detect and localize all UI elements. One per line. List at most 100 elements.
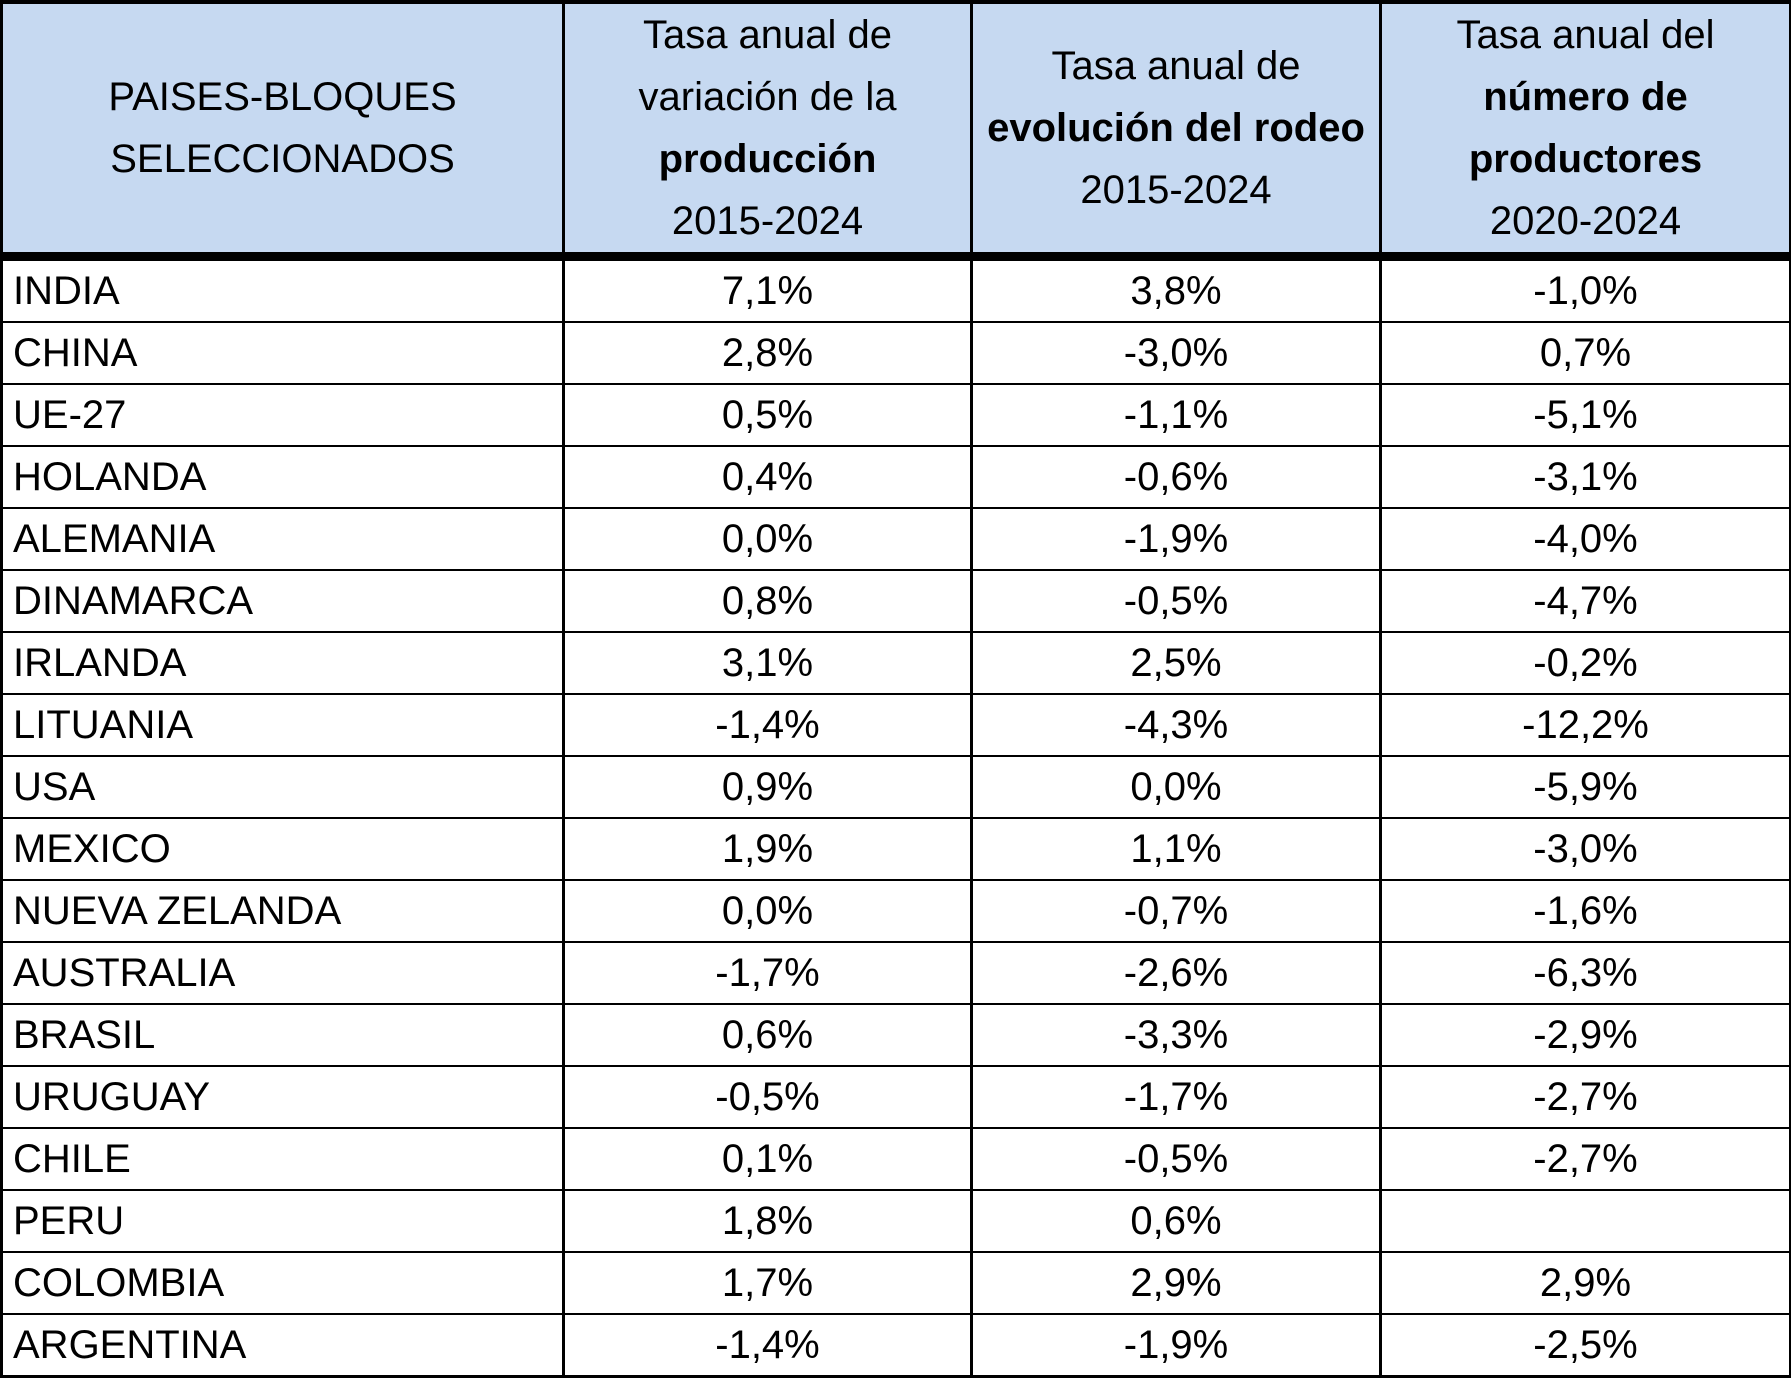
table-header: PAISES-BLOQUES SELECCIONADOS Tasa anual … bbox=[0, 0, 1791, 261]
table-row: NUEVA ZELANDA 0,0% -0,7% -1,6% bbox=[0, 880, 1791, 943]
table-row: IRLANDA 3,1% 2,5% -0,2% bbox=[0, 632, 1791, 695]
productores-cell: -3,1% bbox=[1379, 446, 1791, 509]
table-row: URUGUAY -0,5% -1,7% -2,7% bbox=[0, 1066, 1791, 1129]
header-produccion-period: 2015-2024 bbox=[671, 199, 864, 243]
header-rodeo-line2: evolución del rodeo bbox=[987, 106, 1365, 150]
rodeo-cell: -0,7% bbox=[970, 880, 1382, 943]
productores-cell: -2,5% bbox=[1379, 1314, 1791, 1378]
table-row: UE-27 0,5% -1,1% -5,1% bbox=[0, 384, 1791, 447]
header-produccion-line3: producción bbox=[658, 137, 877, 181]
country-cell: COLOMBIA bbox=[0, 1252, 565, 1315]
produccion-cell: 3,1% bbox=[562, 632, 973, 695]
country-cell: CHINA bbox=[0, 322, 565, 385]
produccion-cell: 0,8% bbox=[562, 570, 973, 633]
table-row: AUSTRALIA -1,7% -2,6% -6,3% bbox=[0, 942, 1791, 1005]
rodeo-cell: -0,5% bbox=[970, 1128, 1382, 1191]
productores-cell: -4,7% bbox=[1379, 570, 1791, 633]
country-cell: DINAMARCA bbox=[0, 570, 565, 633]
rodeo-cell: -0,6% bbox=[970, 446, 1382, 509]
productores-cell: -2,7% bbox=[1379, 1128, 1791, 1191]
produccion-cell: -1,4% bbox=[562, 1314, 973, 1378]
table-row: ALEMANIA 0,0% -1,9% -4,0% bbox=[0, 508, 1791, 571]
productores-cell: -2,7% bbox=[1379, 1066, 1791, 1129]
header-rodeo-period: 2015-2024 bbox=[1080, 168, 1272, 212]
rodeo-cell: -1,7% bbox=[970, 1066, 1382, 1129]
table-body: INDIA 7,1% 3,8% -1,0% CHINA 2,8% -3,0% 0… bbox=[0, 256, 1791, 1378]
productores-cell: -1,0% bbox=[1379, 256, 1791, 323]
header-productores: Tasa anual del número de productores 202… bbox=[1379, 0, 1791, 261]
productores-cell: -3,0% bbox=[1379, 818, 1791, 881]
produccion-cell: -1,7% bbox=[562, 942, 973, 1005]
header-countries-line1: PAISES-BLOQUES bbox=[108, 75, 457, 119]
header-countries: PAISES-BLOQUES SELECCIONADOS bbox=[0, 0, 565, 261]
productores-cell: -0,2% bbox=[1379, 632, 1791, 695]
table-row: DINAMARCA 0,8% -0,5% -4,7% bbox=[0, 570, 1791, 633]
produccion-cell: 0,5% bbox=[562, 384, 973, 447]
produccion-cell: -0,5% bbox=[562, 1066, 973, 1129]
productores-cell: 0,7% bbox=[1379, 322, 1791, 385]
country-cell: IRLANDA bbox=[0, 632, 565, 695]
table-row: ARGENTINA -1,4% -1,9% -2,5% bbox=[0, 1314, 1791, 1378]
table-row: BRASIL 0,6% -3,3% -2,9% bbox=[0, 1004, 1791, 1067]
header-productores-period: 2020-2024 bbox=[1489, 199, 1682, 243]
header-productores-line2: número de bbox=[1483, 75, 1688, 119]
rodeo-cell: 2,5% bbox=[970, 632, 1382, 695]
produccion-cell: 1,9% bbox=[562, 818, 973, 881]
rodeo-cell: 2,9% bbox=[970, 1252, 1382, 1315]
produccion-cell: 0,6% bbox=[562, 1004, 973, 1067]
rodeo-cell: -1,1% bbox=[970, 384, 1382, 447]
produccion-cell: 1,7% bbox=[562, 1252, 973, 1315]
rodeo-cell: -3,0% bbox=[970, 322, 1382, 385]
country-cell: HOLANDA bbox=[0, 446, 565, 509]
table-row: LITUANIA -1,4% -4,3% -12,2% bbox=[0, 694, 1791, 757]
table-row: MEXICO 1,9% 1,1% -3,0% bbox=[0, 818, 1791, 881]
produccion-cell: 0,0% bbox=[562, 508, 973, 571]
productores-cell: -12,2% bbox=[1379, 694, 1791, 757]
country-cell: UE-27 bbox=[0, 384, 565, 447]
produccion-cell: 0,1% bbox=[562, 1128, 973, 1191]
country-cell: LITUANIA bbox=[0, 694, 565, 757]
header-row: PAISES-BLOQUES SELECCIONADOS Tasa anual … bbox=[0, 0, 1791, 261]
country-cell: BRASIL bbox=[0, 1004, 565, 1067]
country-cell: PERU bbox=[0, 1190, 565, 1253]
rodeo-cell: 3,8% bbox=[970, 256, 1382, 323]
produccion-cell: 0,0% bbox=[562, 880, 973, 943]
productores-cell: 2,9% bbox=[1379, 1252, 1791, 1315]
produccion-cell: 0,9% bbox=[562, 756, 973, 819]
country-cell: AUSTRALIA bbox=[0, 942, 565, 1005]
rodeo-cell: -1,9% bbox=[970, 508, 1382, 571]
rodeo-cell: 0,0% bbox=[970, 756, 1382, 819]
header-produccion-line1: Tasa anual de bbox=[642, 13, 893, 57]
rodeo-cell: 0,6% bbox=[970, 1190, 1382, 1253]
produccion-cell: 7,1% bbox=[562, 256, 973, 323]
country-cell: URUGUAY bbox=[0, 1066, 565, 1129]
header-countries-line2: SELECCIONADOS bbox=[110, 137, 455, 181]
rodeo-cell: -1,9% bbox=[970, 1314, 1382, 1378]
rodeo-cell: -4,3% bbox=[970, 694, 1382, 757]
country-cell: ARGENTINA bbox=[0, 1314, 565, 1378]
rodeo-cell: -0,5% bbox=[970, 570, 1382, 633]
table-row: CHINA 2,8% -3,0% 0,7% bbox=[0, 322, 1791, 385]
country-cell: MEXICO bbox=[0, 818, 565, 881]
productores-cell: -6,3% bbox=[1379, 942, 1791, 1005]
country-cell: CHILE bbox=[0, 1128, 565, 1191]
header-productores-line3: productores bbox=[1468, 137, 1703, 181]
header-productores-line1: Tasa anual del bbox=[1456, 13, 1715, 57]
header-rodeo-line1: Tasa anual de bbox=[1051, 44, 1301, 88]
country-cell: NUEVA ZELANDA bbox=[0, 880, 565, 943]
table-row: HOLANDA 0,4% -0,6% -3,1% bbox=[0, 446, 1791, 509]
table-row: COLOMBIA 1,7% 2,9% 2,9% bbox=[0, 1252, 1791, 1315]
productores-cell: -4,0% bbox=[1379, 508, 1791, 571]
rodeo-cell: -2,6% bbox=[970, 942, 1382, 1005]
productores-cell: -5,1% bbox=[1379, 384, 1791, 447]
produccion-cell: 0,4% bbox=[562, 446, 973, 509]
country-cell: USA bbox=[0, 756, 565, 819]
productores-cell: -1,6% bbox=[1379, 880, 1791, 943]
header-produccion-line2: variación de la bbox=[638, 75, 897, 119]
table-row: USA 0,9% 0,0% -5,9% bbox=[0, 756, 1791, 819]
productores-cell bbox=[1379, 1190, 1791, 1253]
produccion-cell: 1,8% bbox=[562, 1190, 973, 1253]
country-cell: ALEMANIA bbox=[0, 508, 565, 571]
